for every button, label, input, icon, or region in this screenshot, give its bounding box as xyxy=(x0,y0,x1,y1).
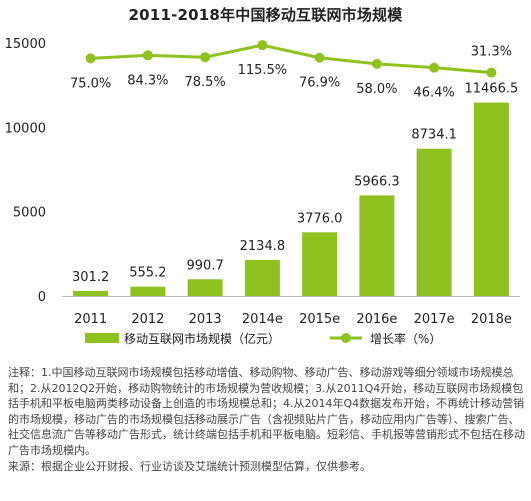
bar-value-label: 8734.1 xyxy=(411,128,457,143)
x-tick-label: 2018e xyxy=(471,312,512,327)
bar xyxy=(416,148,452,296)
x-tick-label: 2016e xyxy=(356,312,397,327)
chart-legend: 移动互联网市场规模（亿元） 增长率（%） xyxy=(85,331,441,346)
bar-value-label: 555.2 xyxy=(129,266,166,281)
growth-rate-point xyxy=(85,53,96,64)
legend-bar-swatch xyxy=(85,333,119,343)
growth-rate-point xyxy=(200,52,211,63)
bar xyxy=(302,232,338,296)
bar xyxy=(187,279,223,296)
bar xyxy=(473,102,509,297)
growth-rate-label: 75.0% xyxy=(70,76,111,91)
growth-rate-label: 31.3% xyxy=(471,45,512,60)
x-tick-label: 2014e xyxy=(242,312,283,327)
y-tick-label: 15000 xyxy=(5,37,46,52)
bar-value-label: 301.2 xyxy=(72,270,109,285)
legend-line-label: 增长率（%） xyxy=(370,331,441,346)
growth-rate-label: 46.4% xyxy=(413,86,454,101)
bar-value-label: 11466.5 xyxy=(464,82,518,97)
bar-value-label: 990.7 xyxy=(187,258,224,273)
growth-rate-points xyxy=(85,40,497,78)
bar-series xyxy=(73,102,509,297)
x-tick-label: 2013 xyxy=(189,312,222,327)
bar xyxy=(130,286,166,296)
growth-rate-label: 115.5% xyxy=(238,63,288,78)
chart-notes: 注释：1.中国移动互联网市场规模包括移动增值、移动购物、移动广告、移动游戏等细分… xyxy=(8,365,526,474)
growth-rate-line xyxy=(89,43,493,75)
bar xyxy=(73,290,109,296)
growth-rate-point xyxy=(371,58,382,69)
bar-value-label: 5966.3 xyxy=(354,174,400,189)
growth-rate-label: 58.0% xyxy=(356,82,397,97)
x-tick-label: 2012 xyxy=(131,312,164,327)
growth-rate-point xyxy=(257,40,268,51)
bar-value-label: 3776.0 xyxy=(297,211,343,226)
bar-line-chart: 0 5000 10000 15000 301.2 555.2 990.7 2134.8 377… xyxy=(5,37,520,346)
growth-rate-label: 78.5% xyxy=(184,75,225,90)
legend-line-marker xyxy=(341,333,351,343)
growth-rate-point xyxy=(429,62,440,73)
growth-rate-labels: 75.0% 84.3% 78.5% 115.5% 76.9% 58.0% 46.4% 31.3… xyxy=(70,45,512,101)
growth-rate-label: 84.3% xyxy=(127,73,168,88)
y-tick-label: 5000 xyxy=(13,206,46,221)
bar xyxy=(244,259,280,296)
note-source: 来源：根据企业公开财报、行业访谈及艾瑞统计预测模型估算，仅供参考。 xyxy=(8,459,371,473)
y-tick-label: 0 xyxy=(38,290,46,305)
growth-rate-label: 76.9% xyxy=(299,76,340,91)
y-tick-label: 10000 xyxy=(5,121,46,136)
x-tick-label: 2011 xyxy=(74,312,107,327)
growth-rate-point xyxy=(486,67,497,78)
chart-title: 2011-2018年中国移动互联网市场规模 xyxy=(128,6,403,24)
legend-bar-label: 移动互联网市场规模（亿元） xyxy=(124,331,280,346)
bar-value-label: 2134.8 xyxy=(240,239,286,254)
growth-rate-point xyxy=(314,52,325,63)
x-axis-ticks: 2011 2012 2013 2014e 2015e 2016e 2017e 2018e xyxy=(74,312,512,327)
note-annotation: 注释：1.中国移动互联网市场规模包括移动增值、移动购物、移动广告、移动游戏等细分… xyxy=(8,366,525,457)
y-axis-ticks: 0 5000 10000 15000 xyxy=(5,37,46,305)
bar-value-labels: 301.2 555.2 990.7 2134.8 3776.0 5966.3 8734.1 1… xyxy=(72,82,518,285)
bar xyxy=(359,195,395,296)
x-tick-label: 2017e xyxy=(414,312,455,327)
growth-rate-point xyxy=(142,50,153,61)
x-tick-label: 2015e xyxy=(299,312,340,327)
